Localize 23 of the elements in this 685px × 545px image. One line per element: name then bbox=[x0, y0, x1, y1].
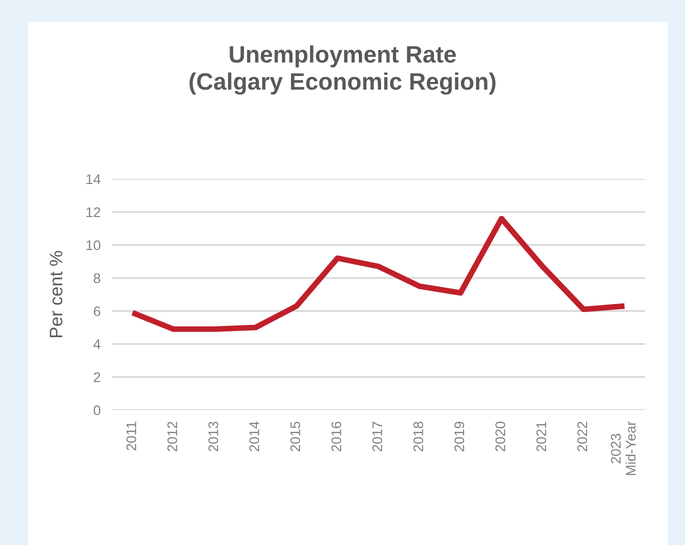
x-tick-label: 2011 bbox=[126, 422, 136, 450]
y-tick-label: 14 bbox=[86, 174, 100, 184]
x-tick-label: 2015 bbox=[290, 422, 300, 452]
x-tick-label: 2018 bbox=[413, 422, 424, 452]
y-axis-title: Per cent % bbox=[50, 250, 62, 338]
x-tick-label: 2013 bbox=[208, 422, 218, 452]
y-tick-label: 10 bbox=[86, 240, 100, 250]
x-tick-label: 2019 bbox=[454, 422, 464, 452]
y-tick-label: 2 bbox=[94, 372, 100, 382]
x-tick-label: 2016 bbox=[331, 422, 342, 452]
x-tick-label: 2022 bbox=[577, 422, 588, 452]
y-tick-label: 0 bbox=[94, 405, 100, 416]
x-tick-label: 2021 bbox=[536, 422, 546, 452]
x-tick-label: 2023 Mid-Year bbox=[610, 421, 636, 476]
x-tick-label: 2014 bbox=[249, 422, 260, 452]
x-tick-label: 2020 bbox=[495, 422, 506, 452]
chart-title: Unemployment Rate (Calgary Economic Region) bbox=[190, 45, 496, 95]
y-tick-label: 6 bbox=[94, 306, 100, 316]
x-tick-label: 2012 bbox=[167, 422, 178, 452]
y-tick-label: 8 bbox=[94, 273, 100, 284]
y-tick-label: 4 bbox=[93, 339, 100, 350]
x-tick-label: 2017 bbox=[372, 422, 382, 452]
y-tick-label: 12 bbox=[86, 207, 100, 218]
